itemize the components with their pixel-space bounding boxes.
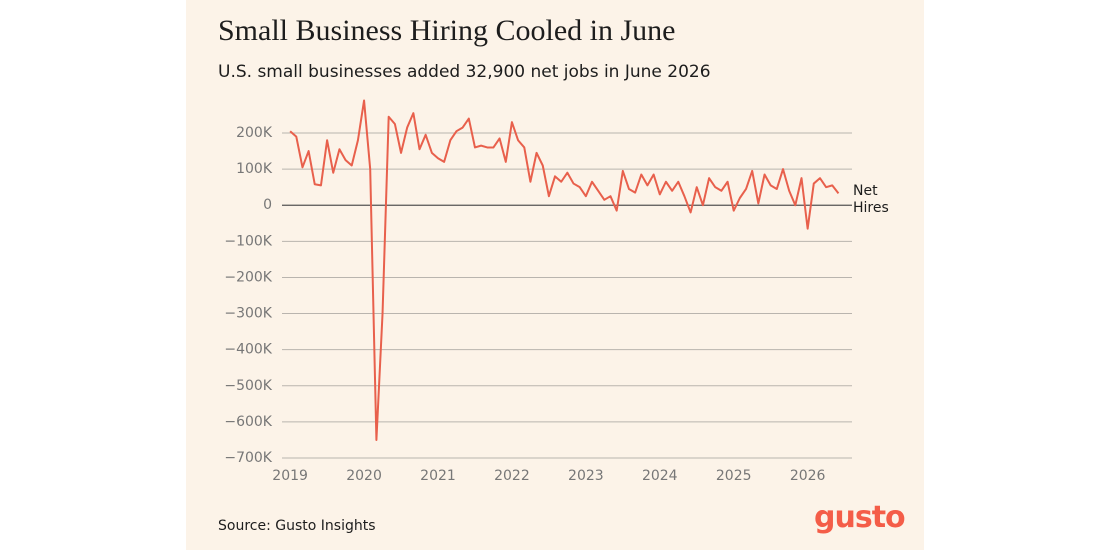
chart-title: Small Business Hiring Cooled in June: [218, 14, 676, 47]
data-line: [289, 99, 840, 441]
x-tick-label: 2019: [272, 468, 308, 484]
x-tick-label: 2020: [346, 468, 382, 484]
y-tick-label: −700K: [224, 450, 272, 466]
y-tick-label: −500K: [224, 378, 272, 394]
y-tick-label: −600K: [224, 414, 272, 430]
x-tick-label: 2021: [420, 468, 456, 484]
x-tick-label: 2023: [568, 468, 604, 484]
source-note: Source: Gusto Insights: [218, 518, 376, 534]
y-tick-label: −100K: [224, 233, 272, 249]
x-tick-label: 2022: [494, 468, 530, 484]
x-tick-label: 2025: [716, 468, 752, 484]
x-tick-label: 2026: [790, 468, 826, 484]
y-tick-label: 0: [263, 197, 272, 213]
y-tick-label: −200K: [224, 269, 272, 285]
y-tick-label: 200K: [236, 125, 273, 141]
logo: gusto: [814, 500, 906, 535]
x-tick-label: 2024: [642, 468, 678, 484]
series-label: Net Hires: [853, 183, 889, 216]
chart-subtitle: U.S. small businesses added 32,900 net j…: [218, 62, 711, 82]
y-tick-label: −400K: [224, 342, 272, 358]
y-tick-label: 100K: [236, 161, 273, 177]
y-tick-label: −300K: [224, 306, 272, 322]
